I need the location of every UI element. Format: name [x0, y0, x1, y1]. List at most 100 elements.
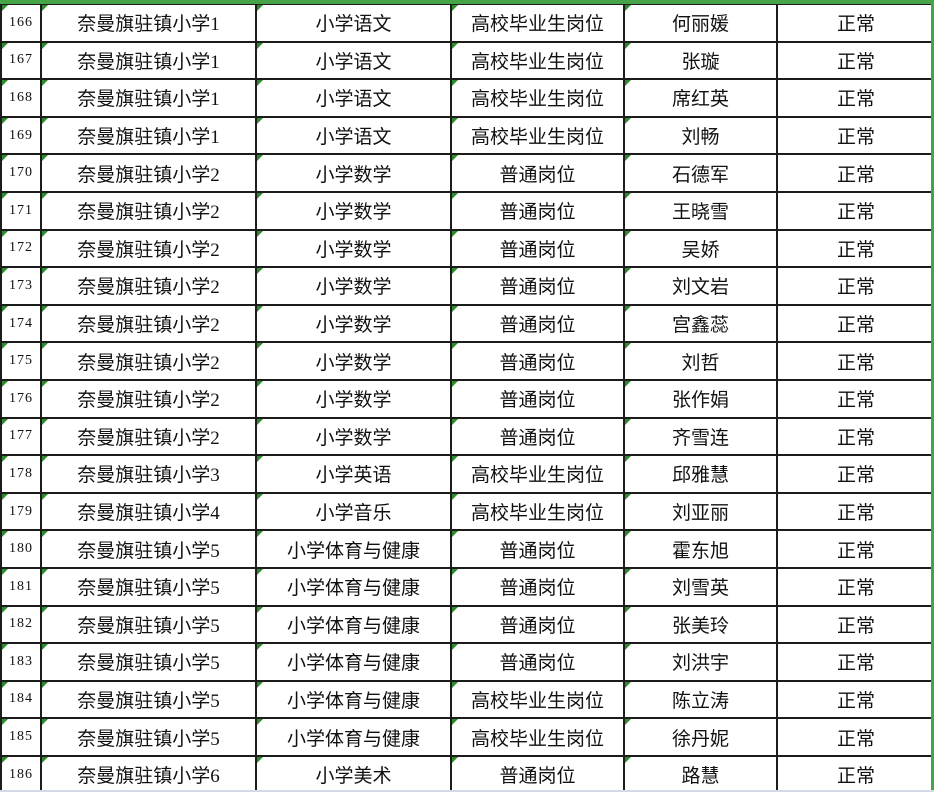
seq-cell[interactable]: 180	[0, 529, 42, 569]
subject-cell[interactable]: 小学体育与健康	[255, 604, 452, 645]
status-cell[interactable]: 正常	[776, 529, 934, 569]
seq-cell[interactable]: 177	[0, 416, 42, 457]
school-cell[interactable]: 奈曼旗驻镇小学5	[40, 642, 257, 682]
name-cell[interactable]: 张作娟	[623, 378, 778, 419]
subject-cell[interactable]: 小学数学	[255, 153, 452, 193]
post-cell[interactable]: 高校毕业生岗位	[450, 40, 625, 81]
name-cell[interactable]: 王晓雪	[623, 190, 778, 231]
seq-cell[interactable]: 173	[0, 266, 42, 306]
post-cell[interactable]: 高校毕业生岗位	[450, 679, 625, 720]
post-cell[interactable]: 普通岗位	[450, 529, 625, 569]
seq-cell[interactable]: 170	[0, 153, 42, 193]
name-cell[interactable]: 齐雪连	[623, 416, 778, 457]
name-cell[interactable]: 吴娇	[623, 228, 778, 269]
name-cell[interactable]: 张美玲	[623, 604, 778, 645]
status-cell[interactable]: 正常	[776, 754, 934, 792]
status-cell[interactable]: 正常	[776, 78, 934, 118]
post-cell[interactable]: 普通岗位	[450, 604, 625, 645]
seq-cell[interactable]: 183	[0, 642, 42, 682]
post-cell[interactable]: 高校毕业生岗位	[450, 454, 625, 494]
school-cell[interactable]: 奈曼旗驻镇小学2	[40, 266, 257, 306]
name-cell[interactable]: 邱雅慧	[623, 454, 778, 494]
status-cell[interactable]: 正常	[776, 491, 934, 532]
school-cell[interactable]: 奈曼旗驻镇小学2	[40, 303, 257, 344]
name-cell[interactable]: 刘畅	[623, 115, 778, 156]
subject-cell[interactable]: 小学数学	[255, 416, 452, 457]
school-cell[interactable]: 奈曼旗驻镇小学5	[40, 679, 257, 720]
subject-cell[interactable]: 小学数学	[255, 228, 452, 269]
seq-cell[interactable]: 172	[0, 228, 42, 269]
school-cell[interactable]: 奈曼旗驻镇小学1	[40, 40, 257, 81]
seq-cell[interactable]: 179	[0, 491, 42, 532]
post-cell[interactable]: 普通岗位	[450, 190, 625, 231]
school-cell[interactable]: 奈曼旗驻镇小学2	[40, 378, 257, 419]
seq-cell[interactable]: 174	[0, 303, 42, 344]
seq-cell[interactable]: 176	[0, 378, 42, 419]
subject-cell[interactable]: 小学音乐	[255, 491, 452, 532]
subject-cell[interactable]: 小学体育与健康	[255, 566, 452, 607]
seq-cell[interactable]: 168	[0, 78, 42, 118]
seq-cell[interactable]: 169	[0, 115, 42, 156]
name-cell[interactable]: 刘洪宇	[623, 642, 778, 682]
subject-cell[interactable]: 小学体育与健康	[255, 642, 452, 682]
subject-cell[interactable]: 小学数学	[255, 190, 452, 231]
post-cell[interactable]: 普通岗位	[450, 228, 625, 269]
post-cell[interactable]: 高校毕业生岗位	[450, 3, 625, 43]
school-cell[interactable]: 奈曼旗驻镇小学1	[40, 115, 257, 156]
name-cell[interactable]: 张璇	[623, 40, 778, 81]
seq-cell[interactable]: 171	[0, 190, 42, 231]
subject-cell[interactable]: 小学数学	[255, 266, 452, 306]
status-cell[interactable]: 正常	[776, 341, 934, 381]
post-cell[interactable]: 普通岗位	[450, 754, 625, 792]
name-cell[interactable]: 石德军	[623, 153, 778, 193]
seq-cell[interactable]: 181	[0, 566, 42, 607]
school-cell[interactable]: 奈曼旗驻镇小学2	[40, 341, 257, 381]
post-cell[interactable]: 高校毕业生岗位	[450, 491, 625, 532]
school-cell[interactable]: 奈曼旗驻镇小学2	[40, 416, 257, 457]
status-cell[interactable]: 正常	[776, 642, 934, 682]
school-cell[interactable]: 奈曼旗驻镇小学2	[40, 190, 257, 231]
name-cell[interactable]: 徐丹妮	[623, 717, 778, 757]
seq-cell[interactable]: 182	[0, 604, 42, 645]
subject-cell[interactable]: 小学数学	[255, 303, 452, 344]
status-cell[interactable]: 正常	[776, 40, 934, 81]
status-cell[interactable]: 正常	[776, 115, 934, 156]
status-cell[interactable]: 正常	[776, 454, 934, 494]
status-cell[interactable]: 正常	[776, 228, 934, 269]
school-cell[interactable]: 奈曼旗驻镇小学3	[40, 454, 257, 494]
post-cell[interactable]: 普通岗位	[450, 378, 625, 419]
seq-cell[interactable]: 166	[0, 3, 42, 43]
status-cell[interactable]: 正常	[776, 416, 934, 457]
status-cell[interactable]: 正常	[776, 604, 934, 645]
name-cell[interactable]: 刘文岩	[623, 266, 778, 306]
seq-cell[interactable]: 175	[0, 341, 42, 381]
post-cell[interactable]: 普通岗位	[450, 303, 625, 344]
school-cell[interactable]: 奈曼旗驻镇小学2	[40, 228, 257, 269]
post-cell[interactable]: 普通岗位	[450, 153, 625, 193]
name-cell[interactable]: 何丽媛	[623, 3, 778, 43]
subject-cell[interactable]: 小学英语	[255, 454, 452, 494]
subject-cell[interactable]: 小学数学	[255, 341, 452, 381]
name-cell[interactable]: 霍东旭	[623, 529, 778, 569]
subject-cell[interactable]: 小学语文	[255, 3, 452, 43]
school-cell[interactable]: 奈曼旗驻镇小学1	[40, 78, 257, 118]
school-cell[interactable]: 奈曼旗驻镇小学5	[40, 604, 257, 645]
status-cell[interactable]: 正常	[776, 3, 934, 43]
subject-cell[interactable]: 小学美术	[255, 754, 452, 792]
status-cell[interactable]: 正常	[776, 266, 934, 306]
subject-cell[interactable]: 小学体育与健康	[255, 679, 452, 720]
post-cell[interactable]: 高校毕业生岗位	[450, 115, 625, 156]
status-cell[interactable]: 正常	[776, 566, 934, 607]
post-cell[interactable]: 高校毕业生岗位	[450, 717, 625, 757]
subject-cell[interactable]: 小学体育与健康	[255, 529, 452, 569]
subject-cell[interactable]: 小学语文	[255, 40, 452, 81]
status-cell[interactable]: 正常	[776, 303, 934, 344]
seq-cell[interactable]: 185	[0, 717, 42, 757]
status-cell[interactable]: 正常	[776, 679, 934, 720]
school-cell[interactable]: 奈曼旗驻镇小学1	[40, 3, 257, 43]
name-cell[interactable]: 宫鑫蕊	[623, 303, 778, 344]
name-cell[interactable]: 席红英	[623, 78, 778, 118]
status-cell[interactable]: 正常	[776, 153, 934, 193]
name-cell[interactable]: 刘哲	[623, 341, 778, 381]
school-cell[interactable]: 奈曼旗驻镇小学5	[40, 717, 257, 757]
